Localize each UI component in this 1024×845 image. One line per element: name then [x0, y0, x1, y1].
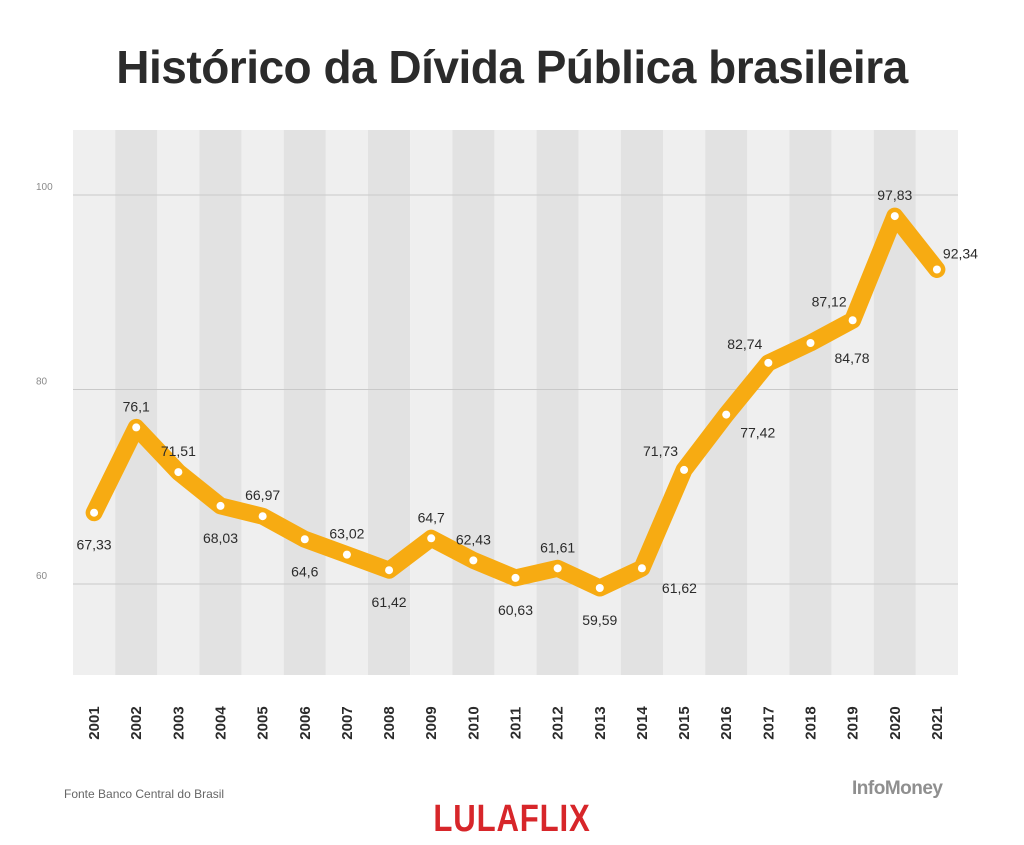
data-label-2017: 82,74	[727, 336, 762, 352]
x-tick-label-2005: 2005	[255, 706, 272, 739]
data-label-2005: 66,97	[245, 487, 280, 503]
column-band-2005	[241, 130, 284, 675]
data-label-2007: 63,02	[329, 526, 364, 542]
data-point-2017	[764, 358, 773, 367]
x-tick-label-2017: 2017	[760, 706, 777, 739]
data-label-2010: 62,43	[456, 531, 491, 547]
column-band-2004	[199, 130, 242, 675]
column-band-2011	[494, 130, 537, 675]
x-tick-label-2008: 2008	[381, 706, 398, 739]
data-point-2005	[258, 512, 267, 521]
data-point-2009	[427, 534, 436, 543]
data-label-2015: 71,73	[643, 443, 678, 459]
data-label-2003: 71,51	[161, 443, 196, 459]
y-tick-label: 80	[36, 377, 48, 388]
x-tick-label-2018: 2018	[803, 706, 820, 739]
data-point-2003	[174, 468, 183, 477]
x-tick-label-2019: 2019	[845, 706, 862, 739]
x-tick-label-2003: 2003	[170, 706, 187, 739]
data-label-2014: 61,62	[662, 580, 697, 596]
x-axis-ticks: 2001 2002 2003 2004 2005 2006 2007 2008 2009 2010…	[86, 706, 946, 740]
column-band-2019	[831, 130, 874, 675]
y-axis-ticks: 60 80 100	[36, 182, 53, 582]
data-label-2021: 92,34	[943, 245, 978, 261]
data-label-2002: 76,1	[123, 398, 150, 414]
source-note: Fonte Banco Central do Brasil	[64, 787, 225, 801]
y-tick-label: 100	[36, 182, 53, 193]
column-band-2017	[747, 130, 790, 675]
column-band-2001	[73, 130, 116, 675]
column-band-2014	[620, 130, 663, 675]
data-label-2012: 61,61	[540, 539, 575, 555]
data-label-2016: 77,42	[740, 425, 775, 441]
data-point-2020	[890, 212, 899, 221]
data-point-2018	[806, 339, 815, 348]
x-tick-label-2013: 2013	[592, 706, 609, 739]
data-label-2018: 84,78	[835, 350, 870, 366]
x-tick-label-2006: 2006	[297, 706, 314, 739]
data-labels: 67,33 76,1 71,51 68,03 66,97 64,6 63,02 61,42 64…	[77, 187, 979, 628]
data-point-2002	[132, 423, 141, 432]
data-label-2019: 87,12	[812, 293, 847, 309]
data-label-2013: 59,59	[582, 612, 617, 628]
data-label-2020: 97,83	[877, 187, 912, 203]
watermark: LULAFLIX	[433, 798, 591, 840]
x-tick-label-2021: 2021	[929, 706, 946, 739]
column-band-2006	[283, 130, 326, 675]
x-tick-label-2020: 2020	[887, 706, 904, 739]
data-point-2008	[385, 566, 394, 575]
x-tick-label-2011: 2011	[508, 707, 525, 740]
data-point-2011	[511, 573, 520, 582]
x-tick-label-2014: 2014	[634, 706, 651, 740]
data-label-2004: 68,03	[203, 530, 238, 546]
data-point-2006	[300, 535, 309, 544]
x-tick-label-2004: 2004	[213, 706, 230, 740]
x-tick-label-2010: 2010	[465, 706, 482, 739]
column-band-2009	[410, 130, 453, 675]
data-label-2001: 67,33	[77, 537, 112, 553]
column-band-2021	[915, 130, 958, 675]
data-point-2013	[595, 583, 604, 592]
data-point-2004	[216, 501, 225, 510]
column-band-2010	[452, 130, 495, 675]
x-tick-label-2007: 2007	[339, 706, 356, 739]
x-tick-label-2009: 2009	[423, 706, 440, 739]
x-tick-label-2016: 2016	[718, 706, 735, 739]
data-point-2010	[469, 556, 478, 565]
data-label-2006: 64,6	[291, 563, 318, 579]
column-band-2007	[325, 130, 368, 675]
x-tick-label-2001: 2001	[86, 706, 103, 739]
data-point-2019	[848, 316, 857, 325]
data-label-2011: 60,63	[498, 602, 533, 618]
data-label-2008: 61,42	[372, 594, 407, 610]
y-tick-label: 60	[36, 571, 48, 582]
x-tick-label-2015: 2015	[676, 706, 693, 739]
column-band-2003	[157, 130, 200, 675]
data-point-2015	[680, 465, 689, 474]
data-point-2021	[932, 265, 941, 274]
column-bands	[73, 130, 958, 675]
column-band-2018	[789, 130, 832, 675]
x-tick-label-2012: 2012	[550, 706, 567, 739]
chart-title: Histórico da Dívida Pública brasileira	[116, 41, 908, 93]
column-band-2012	[536, 130, 579, 675]
data-point-2012	[553, 564, 562, 573]
x-tick-label-2002: 2002	[128, 706, 145, 739]
data-label-2009: 64,7	[418, 509, 445, 525]
data-points	[90, 212, 941, 592]
brand-logo: InfoMoney	[852, 778, 943, 799]
data-point-2007	[342, 550, 351, 559]
data-point-2001	[90, 508, 99, 517]
data-point-2014	[637, 564, 646, 573]
data-point-2016	[722, 410, 731, 419]
